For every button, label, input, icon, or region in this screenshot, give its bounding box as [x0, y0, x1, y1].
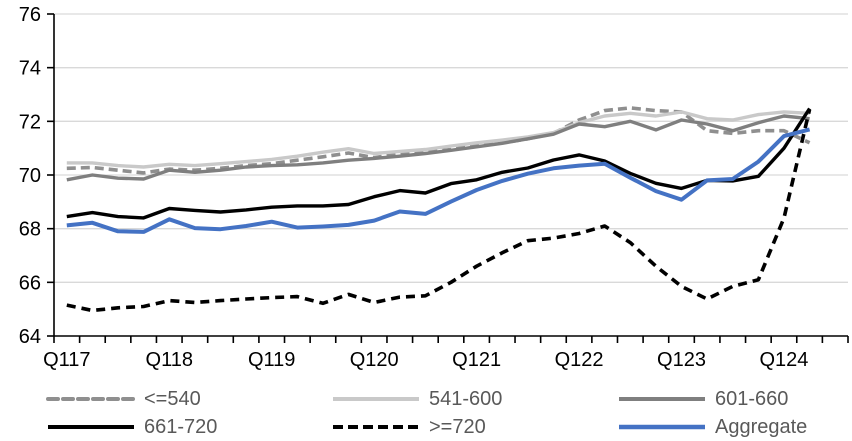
- x-axis-label: Q122: [555, 349, 604, 371]
- y-axis-label: 70: [19, 165, 41, 187]
- y-axis-label: 68: [19, 219, 41, 241]
- series-line-661-720: [66, 107, 812, 220]
- chart-legend: <=540 541-600 601-660 661-720 >=720 Aggregate: [0, 383, 852, 441]
- legend-item-601-660[interactable]: 601-660: [617, 387, 788, 411]
- x-axis-label: Q123: [657, 349, 706, 371]
- legend-label: 541-600: [429, 388, 503, 410]
- x-axis-label: Q119: [248, 349, 295, 371]
- y-axis-label: 74: [19, 58, 41, 80]
- legend-item-720[interactable]: >=720: [331, 415, 486, 439]
- legend-label: 661-720: [144, 416, 218, 438]
- y-axis-label: 66: [19, 272, 41, 294]
- x-axis-label: Q120: [350, 349, 399, 371]
- x-axis-label: Q117: [43, 349, 90, 371]
- series-line-720: [66, 108, 812, 313]
- series-line-541-600: [66, 110, 810, 169]
- legend-label: <=540: [144, 388, 201, 410]
- legend-label: >=720: [429, 416, 486, 438]
- y-axis-label: 64: [19, 326, 41, 348]
- y-axis-label: 76: [19, 4, 41, 26]
- legend-item-541-600[interactable]: 541-600: [331, 387, 502, 411]
- y-axis-label: 72: [19, 111, 41, 133]
- legend-line-sample-icon: [333, 425, 419, 429]
- legend-line-sample-icon: [48, 425, 134, 429]
- legend-item-aggregate[interactable]: Aggregate: [617, 415, 807, 439]
- x-axis-label: Q124: [759, 349, 808, 371]
- legend-line-sample-icon: [619, 397, 705, 401]
- series-line-aggregate: [66, 127, 811, 234]
- legend-label: Aggregate: [715, 416, 808, 438]
- x-axis-label: Q118: [146, 349, 193, 371]
- series-line-601-660: [66, 114, 810, 182]
- legend-line-sample-icon: [333, 397, 419, 401]
- x-axis-label: Q121: [452, 349, 501, 371]
- legend-item-661-720[interactable]: 661-720: [46, 415, 217, 439]
- legend-label: 601-660: [715, 388, 789, 410]
- legend-item-540[interactable]: <=540: [46, 387, 201, 411]
- legend-line-sample-icon: [46, 397, 136, 401]
- legend-line-sample-icon: [619, 424, 705, 430]
